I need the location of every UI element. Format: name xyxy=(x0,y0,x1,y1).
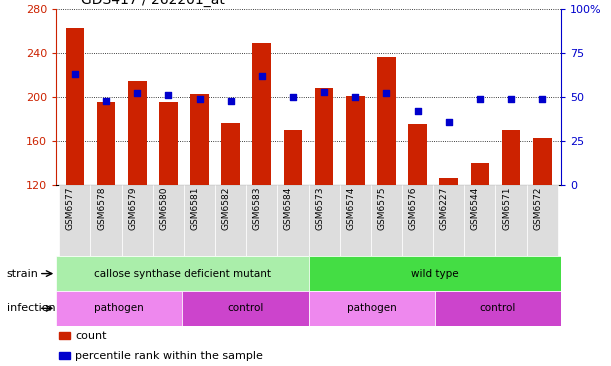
Bar xyxy=(435,291,561,326)
Text: control: control xyxy=(227,303,264,313)
Bar xyxy=(309,185,340,256)
Bar xyxy=(153,185,184,256)
Bar xyxy=(190,94,209,185)
Bar xyxy=(464,185,496,256)
Bar xyxy=(533,138,552,185)
Bar xyxy=(346,96,365,185)
Bar xyxy=(59,185,90,256)
Text: strain: strain xyxy=(7,269,38,279)
Point xyxy=(506,96,516,102)
Text: GSM6577: GSM6577 xyxy=(66,187,75,231)
Text: GSM6579: GSM6579 xyxy=(128,187,137,231)
Point xyxy=(70,71,80,77)
Bar xyxy=(182,291,309,326)
Text: GSM6571: GSM6571 xyxy=(502,187,511,231)
Bar xyxy=(402,185,433,256)
Point xyxy=(195,96,205,102)
Text: count: count xyxy=(75,331,107,341)
Bar xyxy=(439,178,458,185)
Bar xyxy=(122,185,153,256)
Bar xyxy=(159,102,178,185)
Point xyxy=(164,92,174,98)
Bar xyxy=(215,185,246,256)
Bar xyxy=(433,185,464,256)
Point xyxy=(257,73,267,79)
Point xyxy=(475,96,485,102)
Bar xyxy=(470,163,489,185)
Bar xyxy=(340,185,371,256)
Point xyxy=(133,90,142,96)
Text: GSM6573: GSM6573 xyxy=(315,187,324,231)
Bar xyxy=(371,185,402,256)
Bar xyxy=(59,352,70,359)
Bar xyxy=(221,123,240,185)
Bar xyxy=(90,185,122,256)
Text: GSM6581: GSM6581 xyxy=(191,187,200,231)
Bar xyxy=(59,332,70,339)
Bar xyxy=(527,185,558,256)
Bar xyxy=(496,185,527,256)
Bar xyxy=(377,57,396,185)
Text: GSM6227: GSM6227 xyxy=(440,187,448,230)
Text: GSM6572: GSM6572 xyxy=(533,187,542,230)
Text: callose synthase deficient mutant: callose synthase deficient mutant xyxy=(94,269,271,279)
Point xyxy=(381,90,391,96)
Bar xyxy=(502,130,521,185)
Bar xyxy=(128,81,147,185)
Text: wild type: wild type xyxy=(411,269,458,279)
Text: GSM6575: GSM6575 xyxy=(378,187,386,231)
Text: control: control xyxy=(480,303,516,313)
Text: pathogen: pathogen xyxy=(95,303,144,313)
Text: GSM6578: GSM6578 xyxy=(97,187,106,231)
Text: GSM6583: GSM6583 xyxy=(253,187,262,231)
Bar xyxy=(65,28,84,185)
Bar xyxy=(309,256,561,291)
Text: GSM6576: GSM6576 xyxy=(409,187,417,231)
Text: GDS417 / 262201_at: GDS417 / 262201_at xyxy=(81,0,225,7)
Point xyxy=(288,94,298,100)
Bar xyxy=(284,130,302,185)
Bar xyxy=(252,43,271,185)
Bar xyxy=(408,124,427,185)
Bar xyxy=(97,102,115,185)
Text: GSM6580: GSM6580 xyxy=(159,187,169,231)
Bar xyxy=(184,185,215,256)
Point xyxy=(226,98,236,104)
Point xyxy=(319,89,329,95)
Text: GSM6584: GSM6584 xyxy=(284,187,293,230)
Point xyxy=(350,94,360,100)
Text: GSM6574: GSM6574 xyxy=(346,187,355,230)
Bar xyxy=(56,291,182,326)
Point xyxy=(101,98,111,104)
Text: GSM6544: GSM6544 xyxy=(471,187,480,230)
Text: percentile rank within the sample: percentile rank within the sample xyxy=(75,351,263,361)
Text: pathogen: pathogen xyxy=(347,303,397,313)
Point xyxy=(412,108,422,114)
Bar xyxy=(277,185,309,256)
Text: infection: infection xyxy=(7,303,56,313)
Point xyxy=(537,96,547,102)
Bar xyxy=(56,256,309,291)
Text: GSM6582: GSM6582 xyxy=(222,187,231,230)
Bar xyxy=(309,291,435,326)
Bar xyxy=(315,88,334,185)
Point xyxy=(444,119,453,124)
Bar xyxy=(246,185,277,256)
